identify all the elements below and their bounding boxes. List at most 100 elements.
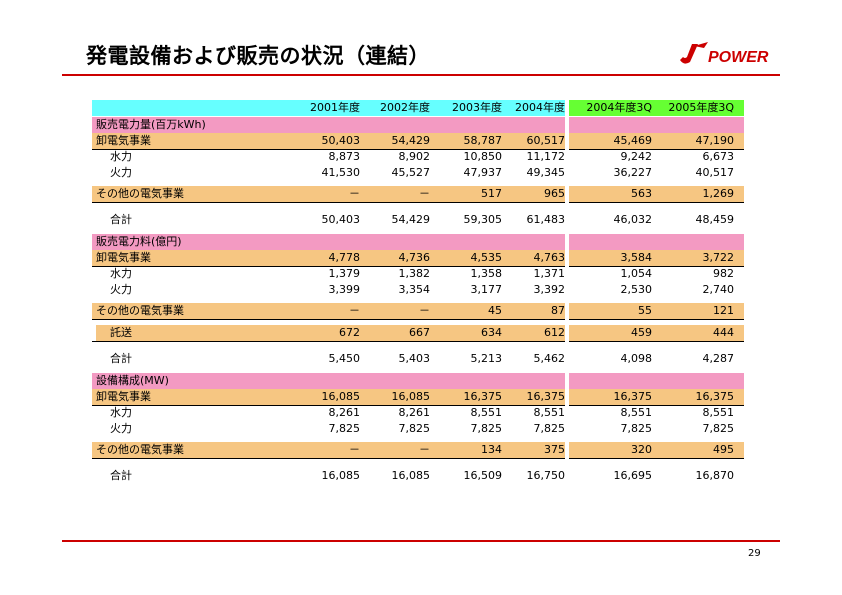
row-value: 7,825 [470, 422, 503, 435]
row-separator [569, 458, 744, 459]
row-label: 卸電気事業 [96, 251, 151, 264]
row-value: 459 [631, 326, 652, 339]
row-value: 5,462 [533, 352, 566, 365]
row-value: － [349, 304, 360, 317]
row-value: 672 [339, 326, 360, 339]
row-label: 託送 [110, 326, 132, 339]
row-value: 2,740 [702, 283, 735, 296]
row-value: 667 [409, 326, 430, 339]
row-value: 563 [631, 187, 652, 200]
row-value: 8,551 [470, 406, 503, 419]
row-value: 1,054 [620, 267, 653, 280]
row-value: － [349, 443, 360, 456]
table-row: 水力 8,261 8,261 8,551 8,551 8,551 8,551 [92, 405, 744, 421]
row-value: 7,825 [328, 422, 361, 435]
row-value: 2,530 [620, 283, 653, 296]
column-header: 2002年度 [380, 101, 430, 114]
row-value: 1,382 [398, 267, 431, 280]
row-value: 1,371 [533, 267, 566, 280]
row-value: 16,375 [463, 390, 503, 403]
row-value: － [419, 443, 430, 456]
table-header-row: 2001年度 2002年度 2003年度 2004年度 2004年度3Q 2005年度3Q [92, 100, 744, 116]
row-value: 634 [481, 326, 502, 339]
row-label: 水力 [110, 150, 132, 163]
row-label: 水力 [110, 406, 132, 419]
table-row: 合計 50,403 54,429 59,305 61,483 46,032 48,459 [92, 212, 744, 228]
row-value: 47,190 [695, 134, 735, 147]
title-rule [62, 74, 780, 76]
row-value: 4,778 [328, 251, 361, 264]
row-value: 8,551 [533, 406, 566, 419]
row-value: 3,177 [470, 283, 503, 296]
row-value: 5,403 [398, 352, 431, 365]
category-band [92, 303, 565, 319]
row-value: 4,535 [470, 251, 503, 264]
section-band [92, 117, 565, 133]
table-row: 水力 1,379 1,382 1,358 1,371 1,054 982 [92, 266, 744, 282]
row-value: － [419, 304, 430, 317]
row-value: 3,722 [702, 251, 735, 264]
row-value: 16,085 [321, 390, 361, 403]
row-value: 1,358 [470, 267, 503, 280]
table-row: 卸電気事業 4,778 4,736 4,535 4,763 3,584 3,722 [92, 250, 744, 266]
row-value: － [419, 187, 430, 200]
table-row: 託送 672 667 634 612 459 444 [92, 325, 744, 341]
row-value: 6,673 [702, 150, 735, 163]
row-label: 水力 [110, 267, 132, 280]
row-value: 8,261 [398, 406, 431, 419]
row-value: 54,429 [391, 134, 431, 147]
row-value: 8,551 [620, 406, 653, 419]
row-value: 3,354 [398, 283, 431, 296]
row-value: 4,736 [398, 251, 431, 264]
row-separator [569, 202, 744, 203]
row-value: 45,527 [391, 166, 431, 179]
row-value: 517 [481, 187, 502, 200]
category-band-q [569, 186, 744, 202]
row-value: 5,450 [328, 352, 361, 365]
section-title: 設備構成(MW) [96, 374, 169, 387]
row-value: 8,551 [702, 406, 735, 419]
section-band [92, 234, 565, 250]
row-separator [92, 149, 565, 150]
row-value: 54,429 [391, 213, 431, 226]
row-label: その他の電気事業 [96, 443, 184, 456]
table-row: 合計 5,450 5,403 5,213 5,462 4,098 4,287 [92, 351, 744, 367]
row-value: 16,750 [526, 469, 566, 482]
row-label: 卸電気事業 [96, 390, 151, 403]
row-value: 48,459 [695, 213, 735, 226]
row-value: 16,695 [613, 469, 653, 482]
row-label: 合計 [110, 469, 132, 482]
row-value: 4,098 [620, 352, 653, 365]
row-value: 4,763 [533, 251, 566, 264]
row-value: 40,517 [695, 166, 735, 179]
row-value: 4,287 [702, 352, 735, 365]
column-header: 2005年度3Q [668, 101, 734, 114]
row-value: 50,403 [321, 134, 361, 147]
header-band-annual [92, 100, 565, 116]
row-value: 320 [631, 443, 652, 456]
section-band-q [569, 234, 744, 250]
category-band-q [569, 303, 744, 319]
header-band-quarterly [569, 100, 744, 116]
table-row: 合計 16,085 16,085 16,509 16,750 16,695 16,870 [92, 468, 744, 484]
row-separator [92, 319, 565, 320]
row-value: 58,787 [463, 134, 503, 147]
category-band-q [569, 325, 744, 341]
section-title-row: 設備構成(MW) [92, 373, 744, 389]
row-value: 50,403 [321, 213, 361, 226]
row-separator [92, 458, 565, 459]
row-value: 965 [544, 187, 565, 200]
table-row: 火力 3,399 3,354 3,177 3,392 2,530 2,740 [92, 282, 744, 298]
row-value: 16,870 [695, 469, 735, 482]
row-value: 982 [713, 267, 734, 280]
row-value: － [349, 187, 360, 200]
logo-text: POWER [708, 49, 769, 66]
row-value: 46,032 [613, 213, 653, 226]
category-band-q [569, 389, 744, 405]
row-label: 合計 [110, 352, 132, 365]
category-band [92, 250, 565, 266]
row-value: 45 [488, 304, 502, 317]
row-value: 49,345 [526, 166, 566, 179]
page-number: 29 [748, 548, 761, 559]
table-row: その他の電気事業 － － 517 965 563 1,269 [92, 186, 744, 202]
